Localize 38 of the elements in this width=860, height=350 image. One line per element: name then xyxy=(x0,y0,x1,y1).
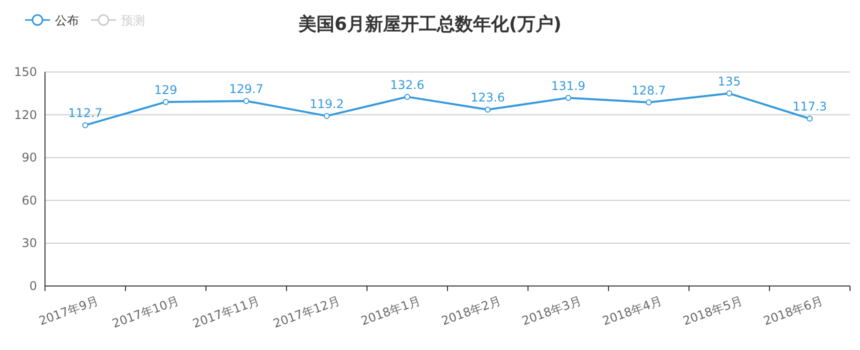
y-tick-label: 90 xyxy=(22,150,37,165)
data-label: 123.6 xyxy=(470,90,505,105)
data-label: 129.7 xyxy=(229,82,264,96)
point xyxy=(162,98,169,105)
x-tick-label: 2018年2月 xyxy=(440,294,503,328)
y-tick-label: 120 xyxy=(14,108,37,122)
x-tick-label: 2017年12月 xyxy=(271,294,342,331)
data-label: 129 xyxy=(154,82,178,97)
x-tick-label: 2018年3月 xyxy=(520,294,584,328)
data-label: 119.2 xyxy=(310,96,344,111)
point xyxy=(82,122,88,128)
x-tick-label: 2017年9月 xyxy=(37,294,100,328)
y-tick-label: 0 xyxy=(29,279,37,293)
x-tick-label: 2018年6月 xyxy=(762,294,825,328)
point xyxy=(404,94,410,100)
point xyxy=(565,94,572,101)
x-tick-label: 2017年11月 xyxy=(190,294,262,331)
chart-title: 美国6月新屋开工总数年化(万户) xyxy=(298,14,562,35)
data-label: 117.3 xyxy=(792,100,827,114)
legend-label: 公布 xyxy=(55,14,79,28)
x-tick-label: 2017年10月 xyxy=(110,294,181,331)
point xyxy=(646,99,652,106)
point xyxy=(726,90,732,96)
x-tick-label: 2018年5月 xyxy=(681,294,744,328)
point xyxy=(243,98,250,104)
y-tick-label: 30 xyxy=(22,236,37,250)
y-tick-label: 150 xyxy=(14,65,37,79)
data-label: 132.6 xyxy=(390,78,424,92)
point xyxy=(806,116,813,122)
data-label: 112.7 xyxy=(68,106,102,120)
y-tick-label: 60 xyxy=(22,193,37,208)
data-label: 135 xyxy=(718,74,741,88)
x-tick-label: 2018年4月 xyxy=(600,294,664,328)
point xyxy=(324,112,330,119)
point xyxy=(484,106,491,113)
x-tick-label: 2018年1月 xyxy=(359,294,422,328)
data-label: 131.9 xyxy=(551,78,586,93)
data-label: 128.7 xyxy=(632,83,666,98)
